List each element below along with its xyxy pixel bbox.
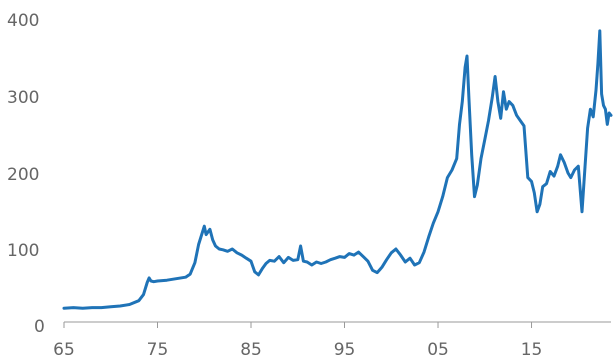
- x-tick-label-15: 15: [521, 340, 543, 360]
- x-tick-label-05: 05: [427, 340, 449, 360]
- y-tick-label-300: 300: [7, 88, 39, 108]
- series-line: [62, 29, 613, 310]
- x-axis-ticks: 65 75 85 95 05 15: [53, 322, 542, 360]
- x-tick-label-65: 65: [53, 340, 75, 360]
- x-tick-label-75: 75: [147, 340, 169, 360]
- y-axis-tick-labels: 400 300 200 100 0: [7, 11, 45, 337]
- y-tick-label-200: 200: [7, 165, 39, 185]
- y-tick-label-0: 0: [34, 317, 45, 337]
- x-tick-label-95: 95: [334, 340, 356, 360]
- y-tick-label-400: 400: [7, 11, 39, 31]
- y-tick-label-100: 100: [7, 241, 39, 261]
- x-tick-label-85: 85: [240, 340, 262, 360]
